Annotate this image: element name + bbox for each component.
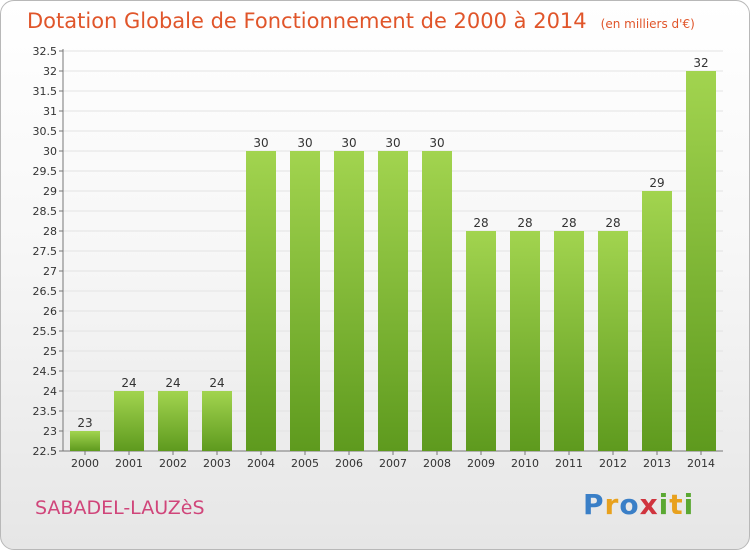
x-tick-label: 2013: [643, 457, 671, 470]
bar: [334, 151, 364, 451]
brand-letter: t: [669, 488, 684, 521]
bar: [554, 231, 584, 451]
bar: [246, 151, 276, 451]
y-tick-label: 26.5: [33, 285, 58, 298]
x-tick-label: 2009: [467, 457, 495, 470]
data-label: 28: [517, 216, 532, 230]
bar: [378, 151, 408, 451]
bar: [70, 431, 100, 451]
y-tick-label: 29.5: [33, 165, 58, 178]
y-tick-label: 31.5: [33, 85, 58, 98]
y-tick-label: 23.5: [33, 405, 58, 418]
y-tick-label: 29: [43, 185, 57, 198]
x-tick-label: 2008: [423, 457, 451, 470]
brand-letter: o: [619, 488, 640, 521]
y-tick-label: 28.5: [33, 205, 58, 218]
commune-name: SABADEL-LAUZèS: [35, 497, 205, 519]
data-label: 28: [561, 216, 576, 230]
y-tick-label: 32: [43, 65, 57, 78]
data-label: 30: [253, 136, 268, 150]
bars: [70, 71, 716, 451]
data-label: 23: [77, 416, 92, 430]
proxiti-logo[interactable]: Proxiti: [583, 488, 694, 521]
bar: [466, 231, 496, 451]
x-tick-label: 2000: [71, 457, 99, 470]
bar: [290, 151, 320, 451]
brand-letter: i: [683, 488, 695, 521]
y-tick-label: 25.5: [33, 325, 58, 338]
x-tick-label: 2011: [555, 457, 583, 470]
x-tick-label: 2012: [599, 457, 627, 470]
y-tick-label: 28: [43, 225, 57, 238]
chart-subtitle: (en milliers d'€): [600, 17, 695, 31]
x-tick-label: 2006: [335, 457, 363, 470]
brand-letter: P: [583, 488, 605, 521]
bar: [598, 231, 628, 451]
bar: [510, 231, 540, 451]
bar: [202, 391, 232, 451]
y-tick-label: 32.5: [33, 45, 58, 58]
data-label: 28: [605, 216, 620, 230]
bar: [158, 391, 188, 451]
y-tick-label: 23: [43, 425, 57, 438]
y-tick-label: 24: [43, 385, 57, 398]
y-tick-label: 26: [43, 305, 57, 318]
x-tick-label: 2014: [687, 457, 715, 470]
y-tick-label: 27.5: [33, 245, 58, 258]
x-tick-label: 2005: [291, 457, 319, 470]
x-tick-label: 2010: [511, 457, 539, 470]
chart-title: Dotation Globale de Fonctionnement de 20…: [27, 9, 587, 33]
brand-letter: x: [639, 488, 659, 521]
data-label: 24: [209, 376, 224, 390]
y-tick-label: 30: [43, 145, 57, 158]
y-tick-label: 27: [43, 265, 57, 278]
brand-letter: i: [658, 488, 670, 521]
data-label: 28: [473, 216, 488, 230]
data-label: 32: [693, 56, 708, 70]
data-label: 30: [341, 136, 356, 150]
brand-letter: r: [604, 488, 620, 521]
x-tick-label: 2007: [379, 457, 407, 470]
data-label: 24: [121, 376, 136, 390]
bar: [686, 71, 716, 451]
bar: [114, 391, 144, 451]
data-label: 30: [297, 136, 312, 150]
x-tick-label: 2002: [159, 457, 187, 470]
y-tick-label: 24.5: [33, 365, 58, 378]
labels: 22.5 23 23.5 24 24.5 25 25.5 26 26.5 27 27.5 28 28.5…: [33, 45, 716, 470]
x-tick-label: 2004: [247, 457, 275, 470]
data-label: 24: [165, 376, 180, 390]
data-label: 30: [429, 136, 444, 150]
title-row: Dotation Globale de Fonctionnement de 20…: [27, 9, 695, 33]
x-tick-label: 2003: [203, 457, 231, 470]
x-tick-label: 2001: [115, 457, 143, 470]
data-label: 29: [649, 176, 664, 190]
y-tick-label: 31: [43, 105, 57, 118]
y-tick-label: 25: [43, 345, 57, 358]
bar: [422, 151, 452, 451]
data-label: 30: [385, 136, 400, 150]
bar: [642, 191, 672, 451]
y-tick-label: 30.5: [33, 125, 58, 138]
y-tick-label: 22.5: [33, 445, 58, 458]
